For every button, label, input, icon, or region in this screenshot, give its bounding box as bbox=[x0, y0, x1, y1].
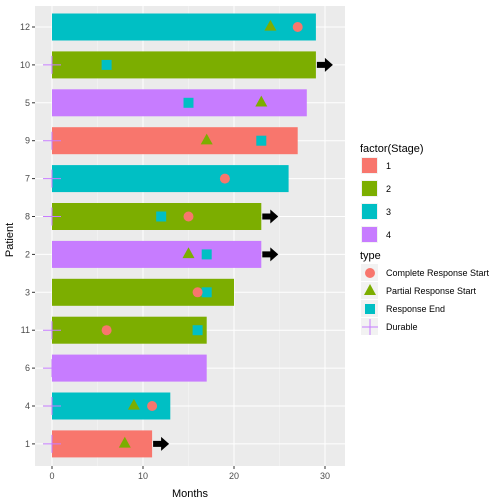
legend: factor(Stage) 1 2 3 4 type Complete Response S… bbox=[360, 143, 490, 335]
markers-layer bbox=[43, 19, 333, 453]
response-end-marker bbox=[101, 59, 112, 70]
continuing-arrow bbox=[262, 209, 279, 224]
bar-patient-12 bbox=[52, 13, 316, 41]
y-tick-label: 11 bbox=[21, 325, 30, 335]
bar-patient-7 bbox=[52, 165, 289, 193]
bar-patient-5 bbox=[52, 89, 307, 117]
legend-type-label: Partial Response Start bbox=[386, 286, 477, 296]
x-tick-label: 10 bbox=[138, 471, 148, 481]
response-end-marker bbox=[201, 249, 212, 260]
complete-response-marker bbox=[183, 211, 194, 222]
partial-response-marker bbox=[200, 133, 213, 145]
response-end-marker bbox=[256, 135, 267, 146]
bar-patient-10 bbox=[52, 51, 316, 79]
legend-type-label: Complete Response Start bbox=[386, 268, 490, 278]
legend-stage-swatch bbox=[362, 227, 377, 242]
y-tick-label: 2 bbox=[25, 249, 30, 259]
x-axis-title: Months bbox=[172, 488, 209, 500]
y-tick-label: 10 bbox=[20, 60, 30, 70]
legend-stage-swatch bbox=[362, 204, 377, 219]
legend-stage-label: 2 bbox=[386, 184, 391, 194]
y-tick-label: 9 bbox=[25, 136, 30, 146]
y-tick-label: 7 bbox=[25, 174, 30, 184]
legend-stage-swatch bbox=[362, 158, 377, 173]
complete-response-marker bbox=[219, 173, 230, 184]
x-tick-label: 0 bbox=[49, 471, 54, 481]
legend-stage-label: 1 bbox=[386, 161, 391, 171]
bar-patient-6 bbox=[52, 354, 207, 382]
partial-response-marker bbox=[182, 247, 195, 259]
legend-type-title: type bbox=[360, 250, 381, 262]
legend-type-label: Response End bbox=[386, 304, 445, 314]
response-end-marker bbox=[156, 211, 167, 222]
partial-response-marker bbox=[127, 398, 140, 410]
legend-square-icon bbox=[365, 304, 375, 314]
bar-patient-11 bbox=[52, 316, 207, 344]
continuing-arrow bbox=[316, 57, 333, 72]
y-tick-label: 8 bbox=[25, 212, 30, 222]
partial-response-marker bbox=[118, 436, 131, 448]
complete-response-marker bbox=[192, 287, 203, 298]
partial-response-marker bbox=[255, 95, 268, 107]
partial-response-marker bbox=[264, 19, 277, 31]
legend-stage-label: 3 bbox=[386, 207, 391, 217]
x-tick-label: 30 bbox=[320, 471, 330, 481]
y-tick-label: 5 bbox=[25, 98, 30, 108]
legend-stage-swatch bbox=[362, 181, 377, 196]
response-end-marker bbox=[192, 325, 203, 336]
legend-stage-title: factor(Stage) bbox=[360, 143, 424, 155]
y-tick-label: 12 bbox=[20, 22, 30, 32]
legend-circle-icon bbox=[365, 268, 375, 278]
y-tick-label: 4 bbox=[25, 401, 30, 411]
bar-patient-1 bbox=[52, 430, 153, 458]
complete-response-marker bbox=[101, 325, 112, 336]
continuing-arrow bbox=[262, 247, 279, 262]
response-end-marker bbox=[183, 97, 194, 108]
plot-panel bbox=[35, 6, 345, 466]
y-tick-label: 1 bbox=[25, 439, 30, 449]
y-tick-label: 6 bbox=[25, 363, 30, 373]
legend-triangle-icon bbox=[364, 284, 376, 295]
x-tick-label: 20 bbox=[229, 471, 239, 481]
response-end-marker bbox=[201, 287, 212, 298]
continuing-arrow bbox=[153, 436, 170, 451]
bar-patient-2 bbox=[52, 240, 262, 268]
axes-layer: 0 10 20 30 12 10 5 9 7 8 2 3 11 6 4 1 bbox=[20, 22, 330, 481]
y-axis-title: Patient bbox=[4, 223, 16, 257]
legend-stage-label: 4 bbox=[386, 230, 391, 240]
complete-response-marker bbox=[147, 401, 158, 411]
complete-response-marker bbox=[292, 22, 303, 32]
y-tick-label: 3 bbox=[25, 287, 30, 297]
legend-type-label: Durable bbox=[386, 322, 418, 332]
